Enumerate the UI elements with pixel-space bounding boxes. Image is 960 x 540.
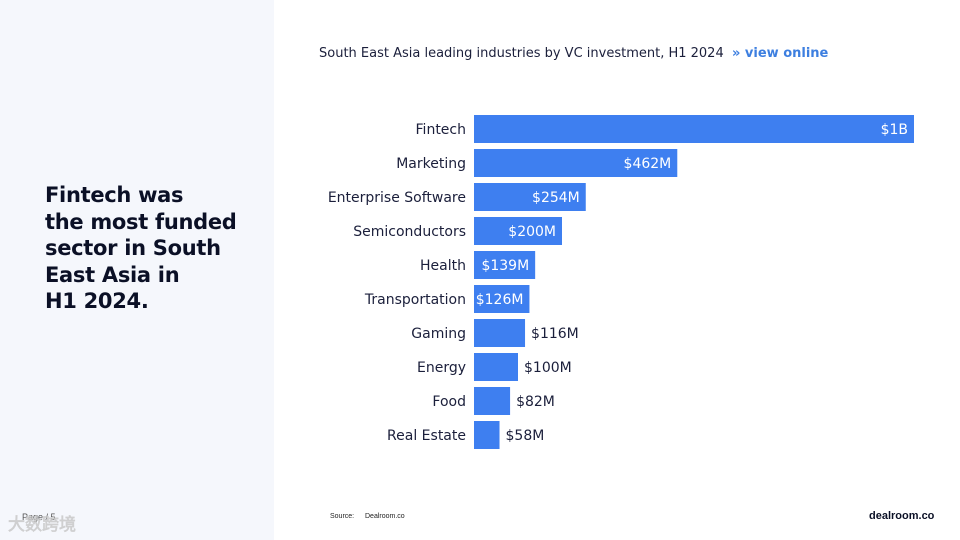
bar [474, 421, 500, 449]
value-label: $200M [508, 224, 556, 240]
category-label: Energy [417, 360, 466, 376]
bar [474, 353, 518, 381]
bar [474, 115, 914, 143]
category-label: Enterprise Software [328, 190, 466, 206]
category-label: Transportation [364, 292, 466, 308]
category-label: Real Estate [387, 428, 466, 444]
value-label: $139M [481, 258, 529, 274]
value-label: $1B [881, 122, 908, 138]
value-label: $58M [506, 428, 545, 444]
value-label: $100M [524, 360, 572, 376]
value-label: $126M [476, 292, 524, 308]
value-label: $82M [516, 394, 555, 410]
value-label: $116M [531, 326, 579, 342]
category-label: Health [420, 258, 466, 274]
category-label: Marketing [396, 156, 466, 172]
brand-logo: dealroom.co [869, 510, 935, 522]
value-label: $254M [532, 190, 580, 206]
bar [474, 149, 678, 177]
bar [474, 387, 511, 415]
source-value: Dealroom.co [365, 513, 405, 520]
headline: Fintech was the most funded sector in So… [45, 183, 237, 313]
watermark: 大数跨境 [8, 515, 76, 534]
source-label: Source: [330, 513, 355, 520]
category-label: Fintech [416, 122, 466, 138]
left-panel [0, 0, 274, 540]
view-online-link[interactable]: » view online [732, 46, 829, 61]
chart-title: South East Asia leading industries by VC… [319, 46, 724, 61]
category-label: Semiconductors [353, 224, 466, 240]
bar [474, 251, 536, 279]
bar [474, 217, 562, 245]
bar [474, 183, 586, 211]
category-label: Gaming [411, 326, 466, 342]
bar [474, 285, 530, 313]
category-label: Food [432, 394, 466, 410]
bar [474, 319, 526, 347]
page-number: Page / 5 [22, 512, 56, 522]
value-label: $462M [624, 156, 672, 172]
